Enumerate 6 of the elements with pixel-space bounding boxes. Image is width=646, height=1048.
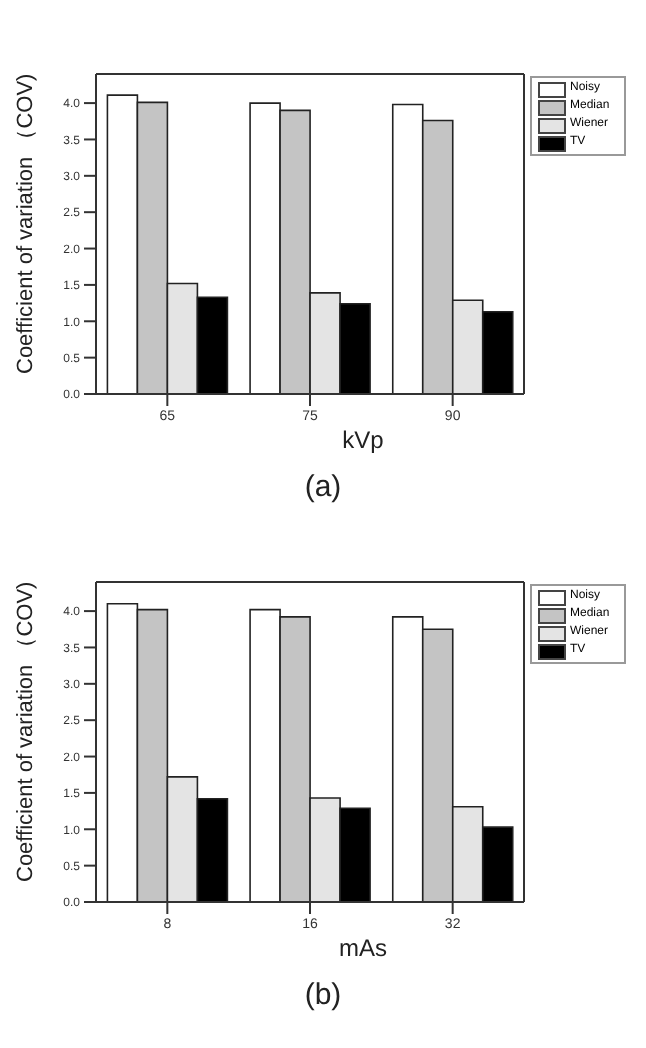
y-axis-title: Coefficient of variation （COV) [13, 73, 38, 374]
x-axis-title: mAs [337, 934, 389, 962]
x-axis-title: kVp [340, 426, 386, 454]
text: (a) [302, 470, 344, 504]
text: (b) [302, 978, 344, 1012]
y-axis-title: Coefficient of variation （COV) [13, 581, 38, 882]
